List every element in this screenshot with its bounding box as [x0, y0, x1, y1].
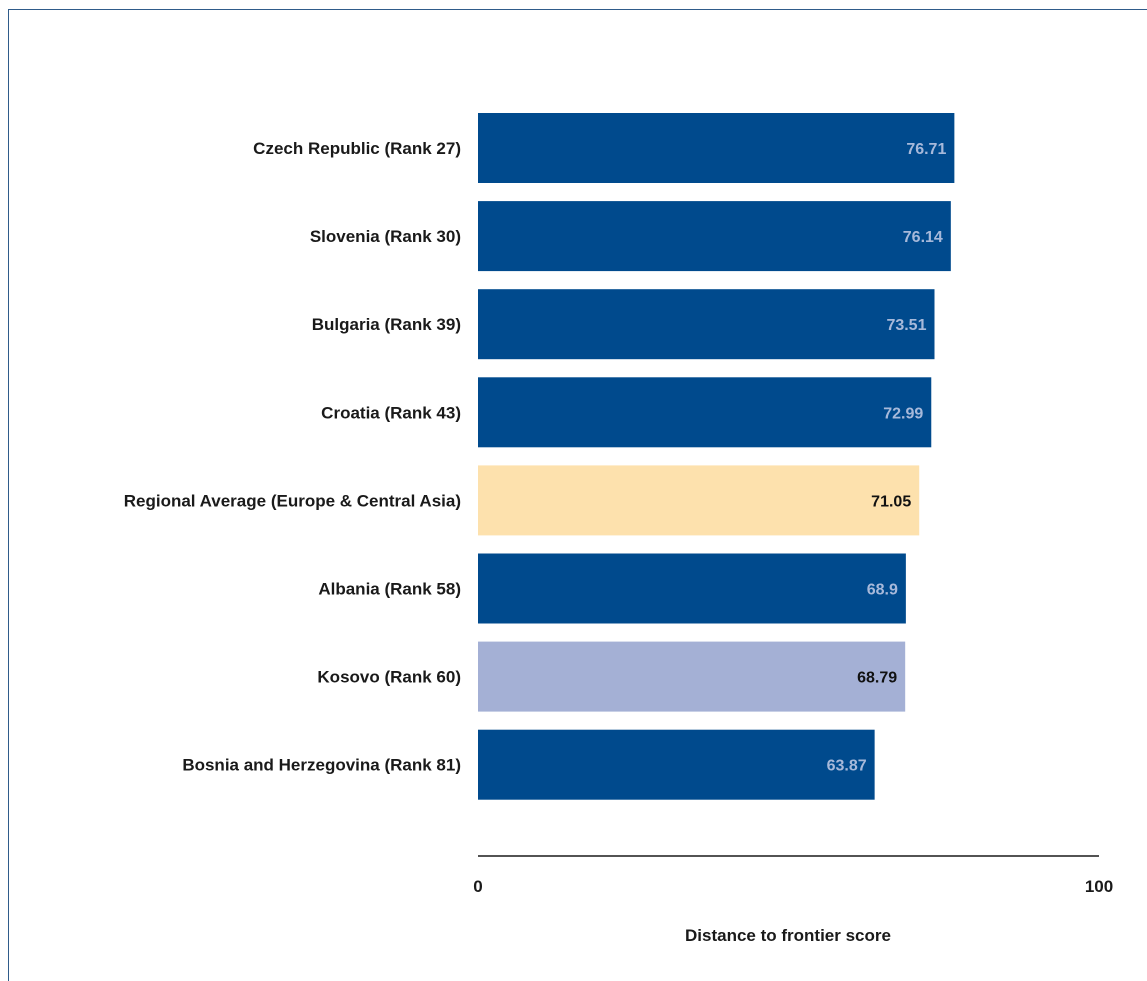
value-label-5: 68.9 [867, 582, 898, 599]
bar-0 [478, 113, 955, 183]
value-label-3: 72.99 [883, 405, 923, 422]
x-tick-label-0: 0 [473, 877, 482, 896]
bar-5 [478, 553, 906, 624]
value-label-4: 71.05 [871, 493, 911, 510]
chart-frame [8, 9, 1147, 981]
category-label-6: Kosovo (Rank 60) [317, 668, 461, 687]
category-label-4: Regional Average (Europe & Central Asia) [124, 491, 461, 510]
category-label-1: Slovenia (Rank 30) [310, 227, 461, 246]
value-label-7: 63.87 [827, 758, 867, 775]
bar-4 [478, 465, 920, 536]
bar-6 [478, 641, 906, 712]
value-label-2: 73.51 [886, 317, 926, 334]
bar-3 [478, 377, 932, 448]
value-label-1: 76.14 [903, 229, 943, 246]
bar-7 [478, 729, 875, 800]
category-label-0: Czech Republic (Rank 27) [253, 139, 461, 158]
bar-1 [478, 201, 951, 272]
value-label-6: 68.79 [857, 670, 897, 687]
value-labels: 76.71 76.14 73.51 72.99 71.05 68.9 68.79 63.87 [827, 141, 947, 775]
category-label-5: Albania (Rank 58) [318, 580, 461, 599]
x-tick-label-100: 100 [1085, 877, 1113, 896]
x-axis-title: Distance to frontier score [685, 926, 891, 945]
category-label-3: Croatia (Rank 43) [321, 403, 461, 422]
category-labels: Czech Republic (Rank 27) Slovenia (Rank 3… [124, 139, 461, 775]
category-label-7: Bosnia and Herzegovina (Rank 81) [182, 756, 461, 775]
bars-layer [478, 113, 955, 800]
category-label-2: Bulgaria (Rank 39) [312, 315, 461, 334]
bar-2 [478, 289, 935, 360]
value-label-0: 76.71 [906, 141, 946, 158]
